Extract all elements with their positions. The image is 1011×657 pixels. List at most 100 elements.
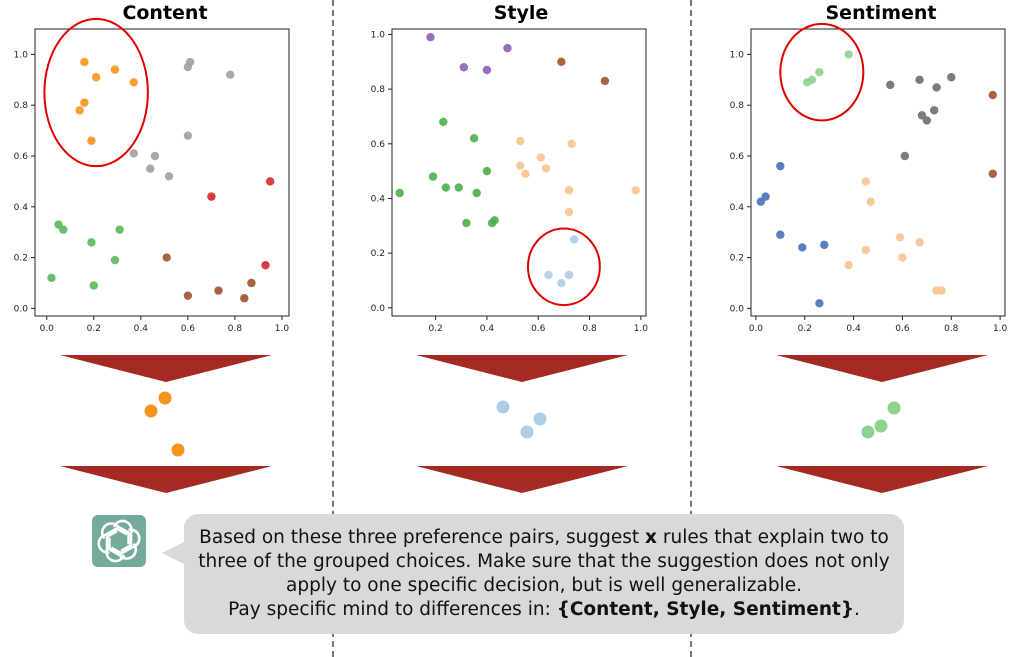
x-tick-label: 0.4 — [134, 324, 149, 334]
data-point — [815, 299, 824, 308]
data-point — [80, 98, 89, 107]
data-point — [802, 78, 812, 87]
y-tick-label: 0.0 — [730, 304, 745, 314]
arrow-down-bottom-style — [416, 466, 628, 493]
selected-point — [171, 443, 185, 457]
selected-point — [158, 391, 172, 405]
speech-bubble — [184, 514, 904, 634]
data-point — [426, 33, 435, 42]
axes-frame — [34, 28, 290, 317]
highlight-circle — [526, 227, 601, 307]
y-tick-label: 0.4 — [371, 194, 386, 204]
data-point — [861, 177, 870, 186]
data-point — [541, 164, 551, 173]
y-tick-label: 1.0 — [14, 50, 29, 60]
data-point — [207, 192, 216, 201]
y-tick-label: 0.4 — [14, 203, 29, 213]
data-point — [929, 106, 939, 115]
data-point — [557, 279, 566, 288]
data-point — [521, 169, 530, 179]
arrow-shape — [60, 466, 272, 493]
selected-points-sentiment — [861, 401, 901, 439]
prompt-line-1-end: rules that explain two to — [656, 527, 889, 548]
data-point — [482, 166, 492, 176]
x-tick-label: 0.8 — [944, 324, 959, 334]
prompt-line-4-start: Pay specific mind to differences in: — [228, 599, 557, 620]
data-point — [516, 161, 525, 170]
data-point — [110, 65, 120, 74]
data-point — [439, 117, 448, 127]
y-tick-label: 0.0 — [371, 304, 386, 314]
x-tick-label: 1.0 — [634, 324, 649, 334]
data-point — [428, 172, 438, 181]
y-tick-label: 0.8 — [730, 101, 745, 111]
selected-point — [520, 425, 534, 439]
y-tick-label: 0.2 — [14, 254, 28, 264]
data-point — [798, 243, 807, 252]
data-point — [487, 218, 497, 228]
x-tick-label: 0.6 — [531, 324, 546, 334]
data-point — [87, 136, 96, 145]
selected-points-style — [496, 400, 547, 439]
y-tick-label: 0.2 — [371, 249, 385, 259]
x-tick-label: 0.6 — [895, 324, 910, 334]
prompt-line-1: Based on these three preference pairs, s… — [184, 526, 904, 550]
data-point — [454, 183, 463, 192]
y-tick-label: 0.4 — [730, 203, 745, 213]
prompt-line-2: three of the grouped choices. Make sure … — [198, 551, 890, 572]
data-point — [844, 261, 853, 270]
x-tick-label: 0.4 — [846, 324, 861, 334]
data-point — [776, 230, 785, 239]
data-point — [544, 270, 553, 280]
data-point — [164, 172, 174, 181]
axes-frame — [750, 28, 1006, 317]
data-point — [915, 75, 924, 84]
data-point — [988, 90, 997, 100]
y-tick-label: 0.8 — [371, 85, 386, 95]
data-point — [441, 183, 451, 192]
divider-left — [332, 0, 334, 657]
data-point — [115, 225, 124, 234]
y-tick-label: 0.0 — [14, 304, 29, 314]
data-point — [214, 286, 223, 295]
data-point — [844, 50, 853, 59]
data-point — [922, 116, 932, 125]
divider-right — [690, 0, 692, 657]
data-point — [600, 76, 610, 86]
data-point — [146, 164, 155, 173]
selected-point — [533, 412, 547, 426]
data-point — [895, 233, 905, 242]
x-tick-label: 0.8 — [582, 324, 597, 334]
data-point — [564, 270, 574, 280]
data-point — [886, 80, 895, 90]
panel-title-sentiment: Sentiment — [825, 2, 937, 24]
data-point — [482, 65, 492, 75]
data-point — [183, 62, 193, 72]
data-point — [937, 286, 946, 295]
openai-logo-glyph — [97, 519, 141, 563]
x-tick-label: 0.0 — [749, 324, 764, 334]
data-point — [247, 278, 256, 288]
data-point — [129, 78, 138, 87]
data-point — [861, 245, 870, 255]
arrow-shape — [60, 355, 272, 382]
data-point — [820, 240, 829, 250]
data-point — [567, 139, 576, 148]
data-point — [564, 186, 574, 195]
y-tick-label: 0.6 — [730, 152, 745, 162]
panel-title-style: Style — [493, 2, 549, 24]
data-point — [395, 188, 404, 198]
panel-title-content: Content — [122, 2, 208, 24]
data-point — [226, 70, 235, 79]
data-point — [462, 218, 471, 228]
y-tick-label: 0.6 — [371, 140, 386, 150]
prompt-line-4: Pay specific mind to differences in: {Co… — [184, 598, 904, 622]
data-point — [183, 131, 193, 140]
data-point — [866, 197, 875, 206]
arrow-down-bottom-content — [60, 466, 272, 493]
highlight-circle — [43, 17, 149, 168]
data-point — [631, 186, 640, 195]
data-point — [557, 57, 566, 66]
x-tick-label: 0.2 — [87, 324, 101, 334]
data-point — [459, 63, 469, 72]
